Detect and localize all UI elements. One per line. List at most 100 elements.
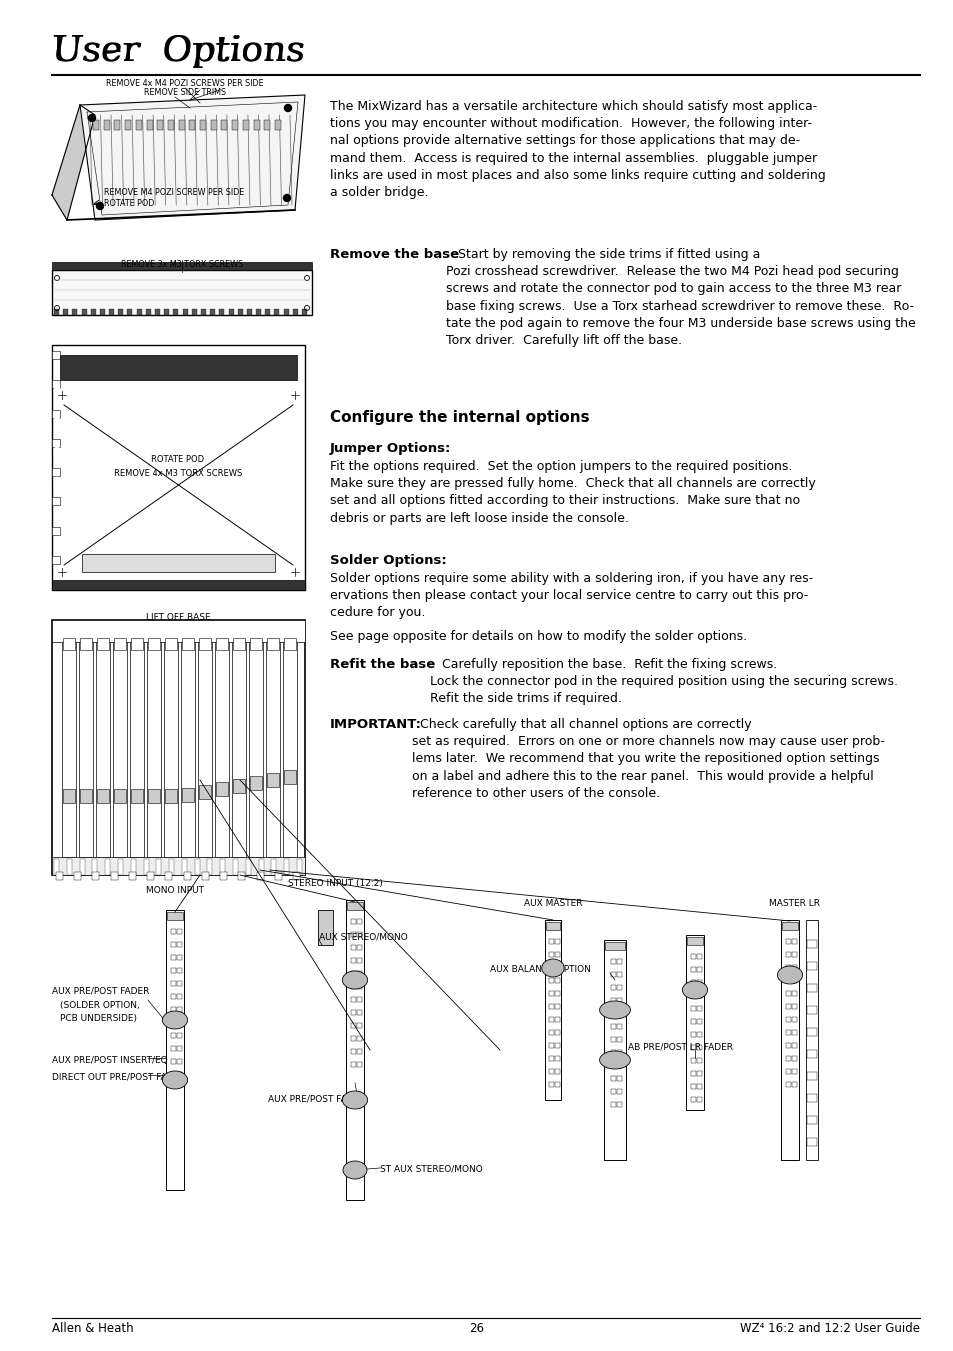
Bar (272, 859, 276, 875)
Bar (555, 978, 559, 984)
Polygon shape (80, 95, 305, 220)
Bar (148, 638, 160, 650)
Bar (351, 1011, 355, 1015)
Bar (131, 638, 143, 650)
Bar (548, 1029, 554, 1035)
Bar (109, 309, 114, 315)
Bar (131, 859, 135, 875)
Bar (54, 309, 59, 315)
Circle shape (96, 203, 103, 209)
Bar (284, 638, 295, 650)
Bar (52, 351, 60, 359)
Bar (356, 1011, 361, 1015)
Bar (131, 789, 143, 802)
Text: Solder Options:: Solder Options: (330, 554, 446, 567)
Bar (548, 952, 554, 957)
Bar (785, 965, 790, 970)
Bar (791, 1056, 796, 1061)
Bar (284, 770, 295, 784)
Bar (617, 1024, 621, 1029)
Ellipse shape (343, 1161, 367, 1179)
Bar (246, 859, 251, 875)
Ellipse shape (681, 981, 707, 998)
Bar (690, 1058, 696, 1063)
Bar (610, 1063, 616, 1069)
Bar (91, 309, 95, 315)
Text: The MixWizard has a versatile architecture which should satisfy most applica-
ti: The MixWizard has a versatile architectu… (330, 100, 825, 199)
Text: Start by removing the side trims if fitted using a
Pozi crosshead screwdriver.  : Start by removing the side trims if fitt… (446, 249, 915, 347)
Bar (351, 944, 355, 950)
Bar (617, 1038, 621, 1042)
Bar (178, 120, 185, 130)
Bar (63, 309, 68, 315)
Bar (697, 979, 701, 985)
Bar (697, 954, 701, 959)
Bar (284, 859, 289, 875)
Text: PCB UNDERSIDE): PCB UNDERSIDE) (60, 1015, 137, 1023)
Text: Fit the options required.  Set the option jumpers to the required positions.
Mak: Fit the options required. Set the option… (330, 459, 815, 524)
Bar (617, 985, 621, 990)
Bar (617, 971, 621, 977)
Bar (785, 1056, 790, 1061)
Bar (118, 859, 123, 875)
Bar (183, 871, 191, 880)
Bar (555, 1056, 559, 1061)
Bar (182, 788, 193, 802)
Bar (52, 262, 312, 270)
Bar (125, 120, 131, 130)
Bar (237, 309, 242, 315)
Bar (617, 1050, 621, 1055)
Bar (105, 859, 110, 875)
Bar (198, 642, 212, 857)
Bar (72, 309, 77, 315)
Bar (617, 998, 621, 1002)
Bar (610, 1038, 616, 1042)
Bar (171, 1059, 175, 1065)
Circle shape (289, 566, 301, 578)
Bar (697, 993, 701, 998)
Bar (182, 638, 193, 650)
Bar (351, 1062, 355, 1067)
Bar (52, 270, 312, 315)
Bar (148, 789, 160, 802)
Bar (253, 120, 259, 130)
Bar (267, 773, 278, 788)
Circle shape (296, 447, 303, 453)
Bar (220, 871, 227, 880)
Bar (351, 1036, 355, 1042)
Bar (164, 309, 169, 315)
Bar (171, 929, 175, 934)
Bar (215, 782, 228, 796)
Text: MONO INPUT: MONO INPUT (146, 886, 204, 894)
Bar (250, 638, 262, 650)
Bar (610, 985, 616, 990)
Bar (690, 1006, 696, 1011)
Bar (806, 1094, 816, 1102)
Bar (177, 1059, 182, 1065)
Text: User  Options: User Options (52, 34, 305, 68)
Bar (157, 120, 163, 130)
Ellipse shape (342, 971, 367, 989)
Bar (52, 469, 60, 476)
Bar (274, 309, 279, 315)
Bar (555, 1017, 559, 1021)
Bar (207, 859, 213, 875)
Circle shape (56, 389, 68, 401)
Text: AUX PRE/POST INSERT/EQ: AUX PRE/POST INSERT/EQ (52, 1056, 168, 1065)
Bar (610, 998, 616, 1002)
Bar (214, 642, 229, 857)
Ellipse shape (342, 1092, 367, 1109)
Bar (136, 309, 141, 315)
Bar (171, 1034, 175, 1038)
Text: IMPORTANT:: IMPORTANT: (330, 717, 421, 731)
Bar (80, 638, 91, 650)
Bar (221, 120, 227, 130)
Bar (555, 1082, 559, 1088)
Bar (555, 965, 559, 970)
Bar (181, 642, 194, 857)
Bar (129, 871, 135, 880)
Bar (356, 984, 361, 989)
Bar (544, 920, 560, 1100)
Bar (171, 942, 175, 947)
Bar (232, 642, 246, 857)
